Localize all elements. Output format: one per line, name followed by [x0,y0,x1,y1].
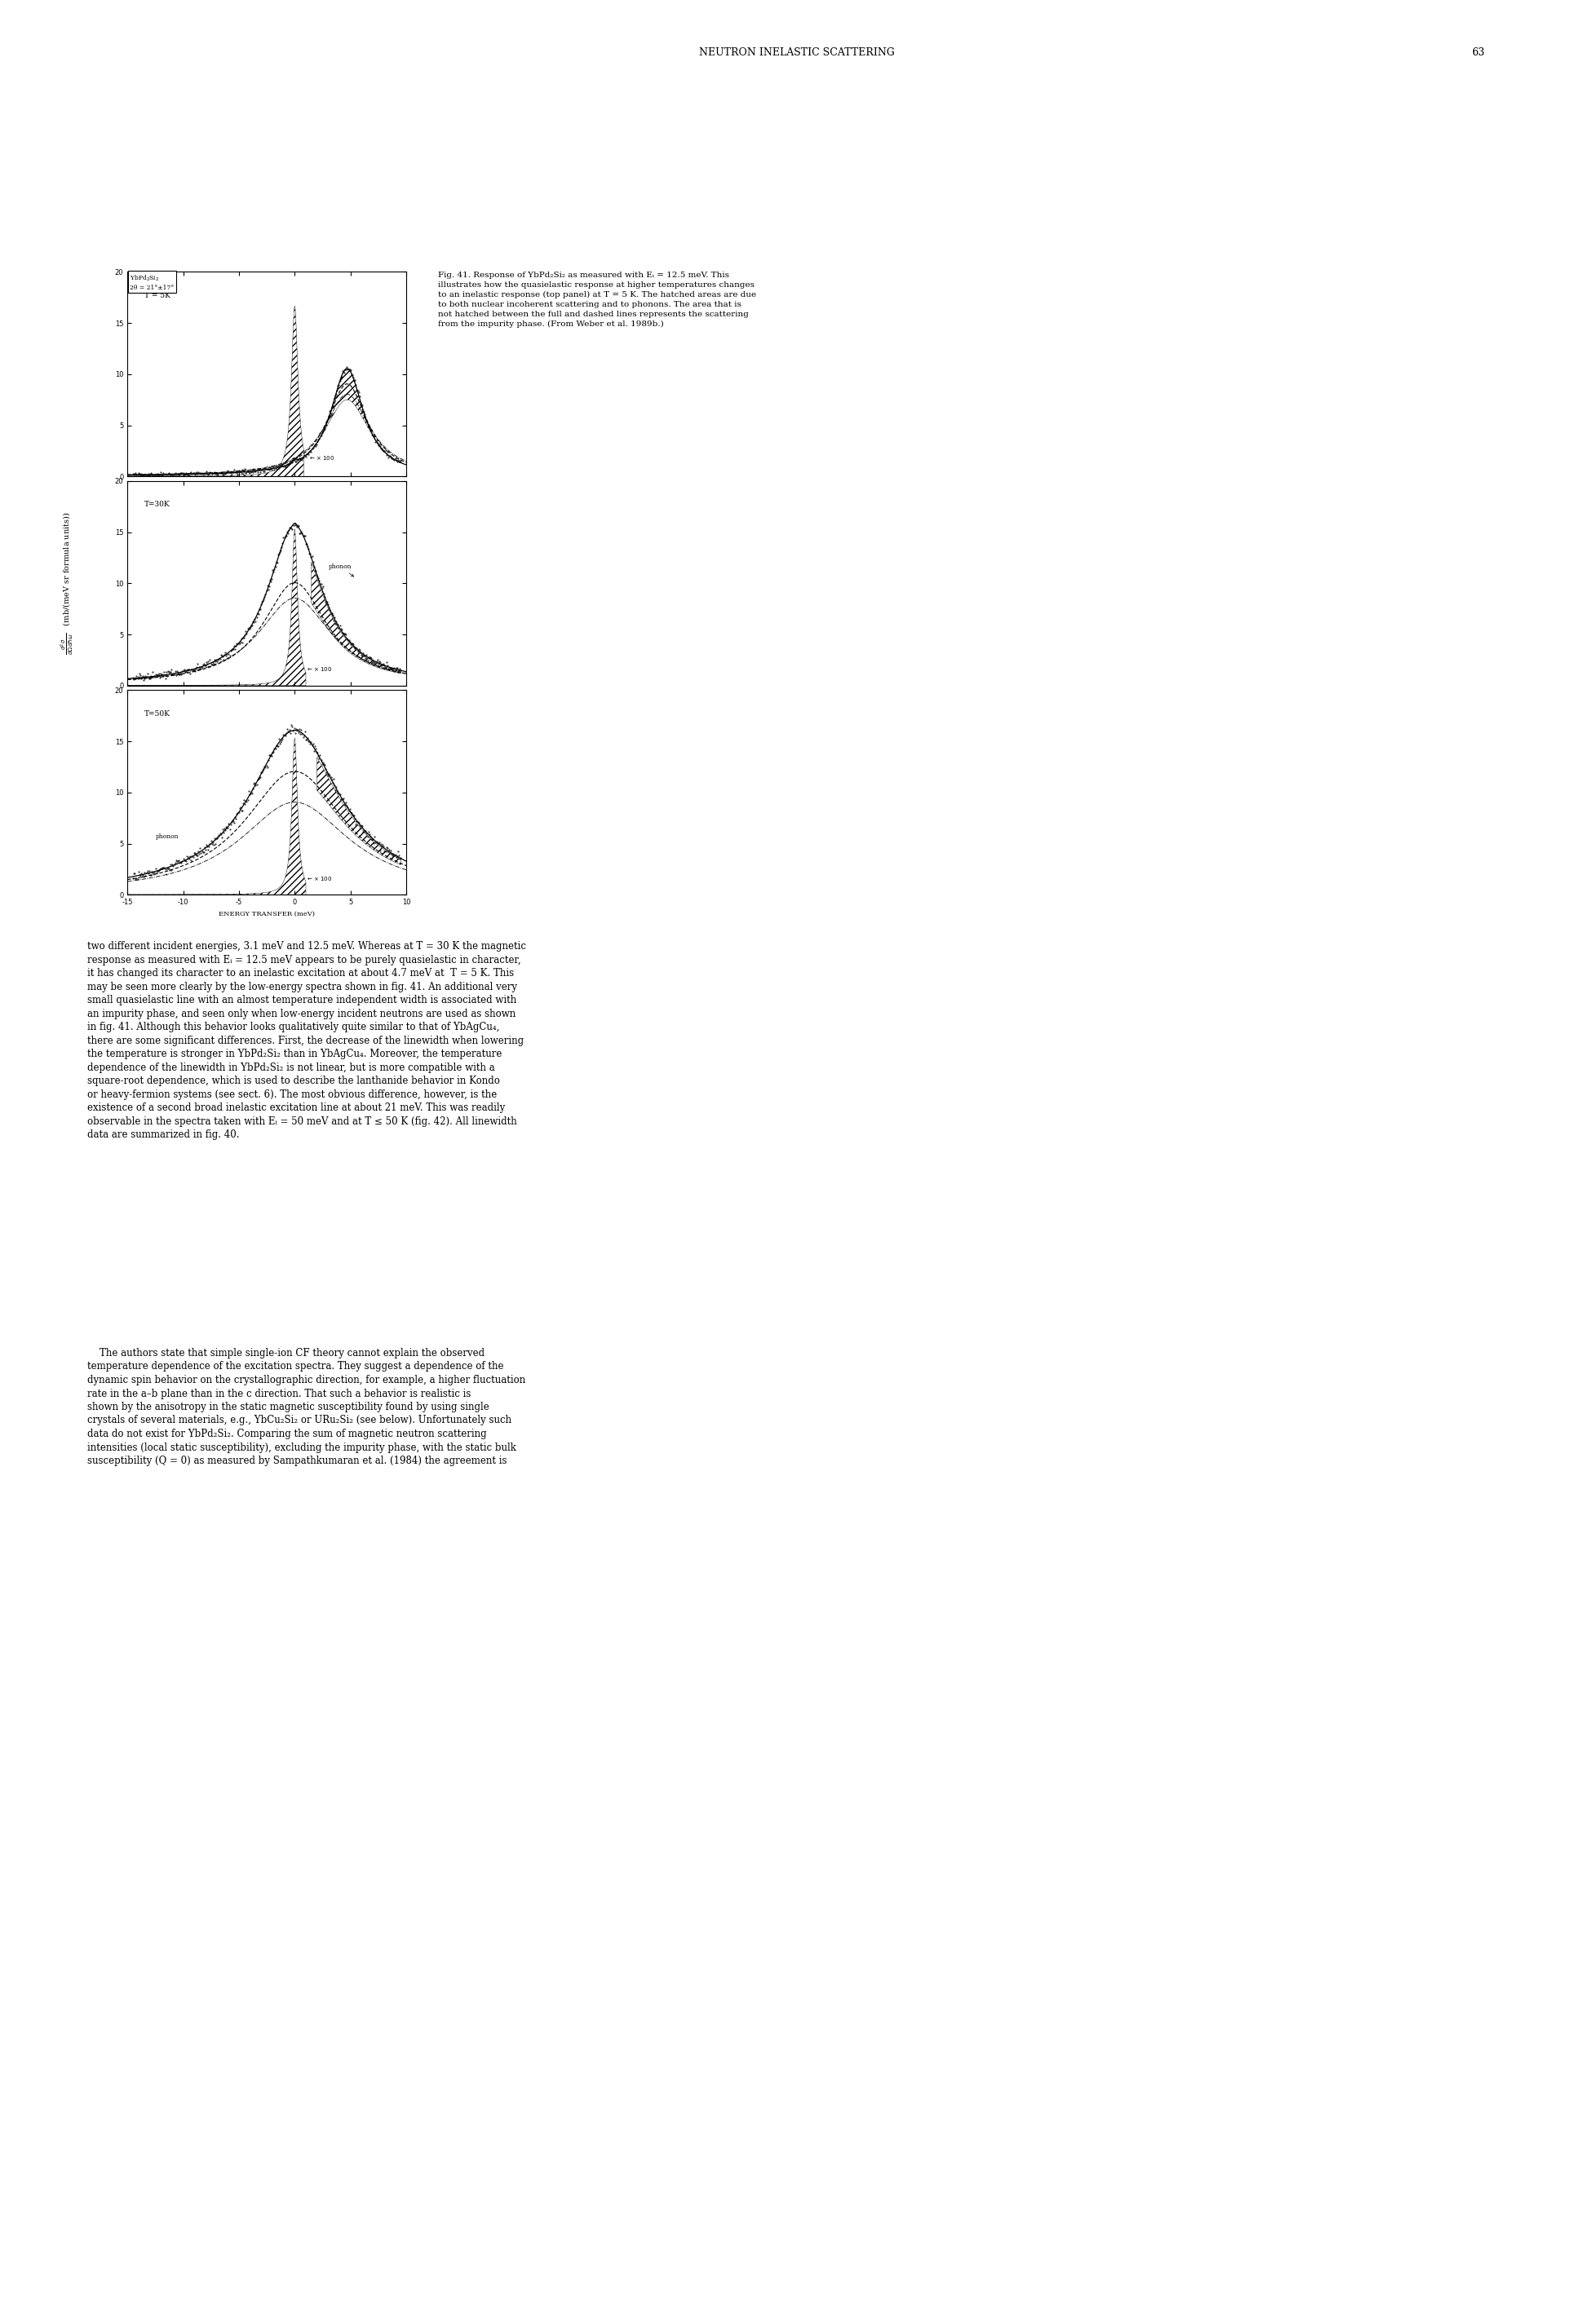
Text: T = 5K: T = 5K [143,293,170,300]
Text: $\leftarrow\times100$: $\leftarrow\times100$ [307,456,335,462]
Text: The authors state that simple single-ion CF theory cannot explain the observed
t: The authors state that simple single-ion… [88,1348,526,1466]
Text: Fig. 41. Response of YbPd₂Si₂ as measured with Eᵢ = 12.5 meV. This
illustrates h: Fig. 41. Response of YbPd₂Si₂ as measure… [438,272,757,328]
Text: YbPd$_2$Si$_2$
2θ = 21°±17°: YbPd$_2$Si$_2$ 2θ = 21°±17° [129,274,174,290]
Text: phonon: phonon [155,834,178,841]
X-axis label: ENERGY TRANSFER (meV): ENERGY TRANSFER (meV) [218,911,315,918]
Text: T=50K: T=50K [143,711,170,718]
Text: 63: 63 [1472,46,1485,58]
Text: T=30K: T=30K [143,502,170,509]
Text: NEUTRON INELASTIC SCATTERING: NEUTRON INELASTIC SCATTERING [699,46,894,58]
Text: phonon: phonon [328,562,354,576]
Text: two different incident energies, 3.1 meV and 12.5 meV. Whereas at T = 30 K the m: two different incident energies, 3.1 meV… [88,941,526,1141]
Text: $\leftarrow\times100$: $\leftarrow\times100$ [306,874,331,883]
Text: $\leftarrow\times100$: $\leftarrow\times100$ [306,665,331,674]
Text: $\frac{d^2\sigma}{d\Omega\, d\hbar\omega}$   (mb/(meV sr formula units)): $\frac{d^2\sigma}{d\Omega\, d\hbar\omega… [59,511,75,655]
